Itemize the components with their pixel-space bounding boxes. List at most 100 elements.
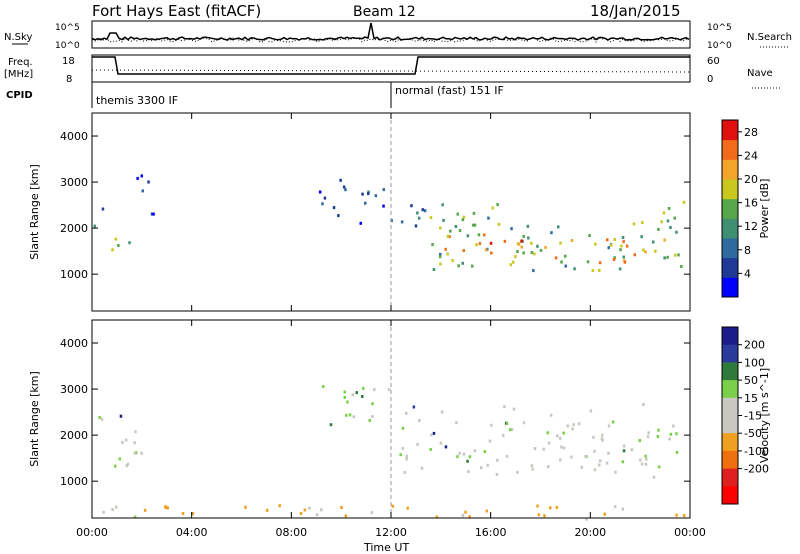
echo-cell bbox=[351, 393, 354, 397]
echo-cell bbox=[514, 255, 517, 259]
echo-cell bbox=[191, 512, 194, 515]
echo-cell bbox=[542, 447, 545, 451]
echo-cell bbox=[475, 243, 478, 247]
echo-cell bbox=[560, 445, 563, 449]
echo-cell bbox=[487, 216, 490, 220]
nave-label: Nave bbox=[747, 68, 773, 79]
echo-cell bbox=[621, 460, 625, 464]
echo-cell bbox=[663, 256, 666, 260]
echo-cell bbox=[630, 448, 634, 452]
y-tick-label: 4000 bbox=[60, 130, 88, 143]
echo-cell bbox=[401, 446, 405, 450]
echo-cell bbox=[622, 449, 626, 453]
echo-cell bbox=[669, 432, 673, 436]
echo-cell bbox=[526, 224, 530, 228]
echo-cell bbox=[382, 188, 385, 192]
colorbar-segment bbox=[722, 362, 738, 381]
echo-cell bbox=[644, 462, 648, 466]
echo-cell bbox=[607, 424, 611, 428]
echo-cell bbox=[546, 431, 549, 435]
echo-cell bbox=[468, 515, 471, 519]
echo-cell bbox=[530, 251, 534, 255]
echo-cell bbox=[337, 214, 340, 218]
echo-cell bbox=[591, 269, 595, 273]
beam-label: Beam 12 bbox=[353, 4, 416, 20]
echo-cell bbox=[430, 433, 433, 437]
echo-cell bbox=[382, 204, 385, 208]
echo-cell bbox=[321, 202, 324, 206]
echo-cell bbox=[342, 185, 346, 189]
echo-cell bbox=[638, 439, 642, 443]
echo-cell bbox=[451, 259, 454, 262]
echo-region-0 bbox=[98, 414, 143, 468]
echo-cell bbox=[654, 249, 657, 253]
echo-cell bbox=[416, 211, 419, 215]
cpid-mode-1: normal (fast) 151 IF bbox=[395, 84, 504, 97]
echo-cell bbox=[585, 517, 588, 521]
echo-cell bbox=[497, 222, 501, 226]
echo-cell bbox=[495, 473, 499, 476]
echo-cell bbox=[438, 255, 442, 259]
echo-cell bbox=[621, 236, 625, 239]
y-tick-label: 4000 bbox=[60, 337, 88, 350]
echo-cell bbox=[401, 426, 405, 430]
colorbar-segment bbox=[722, 257, 738, 278]
echo-cell bbox=[503, 405, 506, 409]
echo-cell bbox=[473, 449, 477, 453]
echo-cell bbox=[537, 513, 541, 517]
echo-cell bbox=[544, 245, 547, 249]
echo-cell bbox=[403, 471, 407, 474]
echo-cell bbox=[134, 430, 137, 434]
echo-cell bbox=[344, 514, 348, 518]
freq-label-line1: Freq. bbox=[8, 57, 33, 68]
noise-left-tick-top: 10^5 bbox=[55, 23, 80, 33]
echo-cell bbox=[642, 248, 645, 252]
echo-cell bbox=[93, 224, 97, 228]
echo-cell bbox=[405, 457, 408, 461]
echo-cell bbox=[592, 435, 595, 439]
echo-cell bbox=[632, 222, 636, 226]
echo-cell bbox=[662, 211, 666, 215]
echo-cell bbox=[556, 434, 559, 438]
colorbar-tick-label: 20 bbox=[744, 173, 758, 186]
echo-cell bbox=[136, 176, 139, 180]
echo-cell bbox=[399, 453, 402, 457]
echo-cell bbox=[640, 235, 643, 239]
echo-cell bbox=[663, 238, 666, 242]
echo-cell bbox=[478, 242, 482, 246]
colorbar-tick-label: -50 bbox=[744, 427, 762, 440]
echo-cell bbox=[533, 447, 537, 451]
echo-cell bbox=[432, 268, 436, 271]
x-axis-title: Time UT bbox=[363, 541, 409, 554]
echo-cell bbox=[633, 253, 636, 257]
colorbar-tick-label: 100 bbox=[744, 356, 765, 369]
echo-cell bbox=[675, 513, 678, 517]
echo-cell bbox=[555, 505, 559, 509]
echo-cell bbox=[361, 395, 364, 398]
echo-cell bbox=[612, 258, 616, 261]
echo-cell bbox=[466, 459, 469, 463]
echo-cell bbox=[473, 223, 477, 227]
freq-left-tick-bottom: 8 bbox=[66, 74, 72, 85]
echo-cell bbox=[343, 390, 346, 394]
colorbar-segment bbox=[722, 415, 738, 434]
echo-cell bbox=[361, 192, 364, 196]
echo-cell bbox=[477, 233, 481, 237]
echo-cell bbox=[462, 215, 466, 219]
y-tick-label: 1000 bbox=[60, 475, 88, 488]
colorbar-segment bbox=[722, 159, 738, 180]
freq-panel-frame bbox=[91, 54, 691, 83]
colorbar-tick-label: 200 bbox=[744, 339, 765, 352]
echo-cell bbox=[126, 462, 130, 466]
echo-cell bbox=[580, 465, 583, 469]
echo-cell bbox=[166, 506, 169, 510]
echo-cell bbox=[299, 512, 303, 515]
echo-region-0 bbox=[93, 207, 105, 228]
echo-region-6 bbox=[429, 200, 686, 273]
echo-cell bbox=[405, 454, 409, 458]
echo-cell bbox=[598, 261, 602, 265]
cpid-label: CPID bbox=[6, 90, 33, 101]
echo-cell bbox=[134, 451, 138, 455]
echo-cell bbox=[512, 260, 515, 264]
echo-cell bbox=[114, 464, 117, 468]
